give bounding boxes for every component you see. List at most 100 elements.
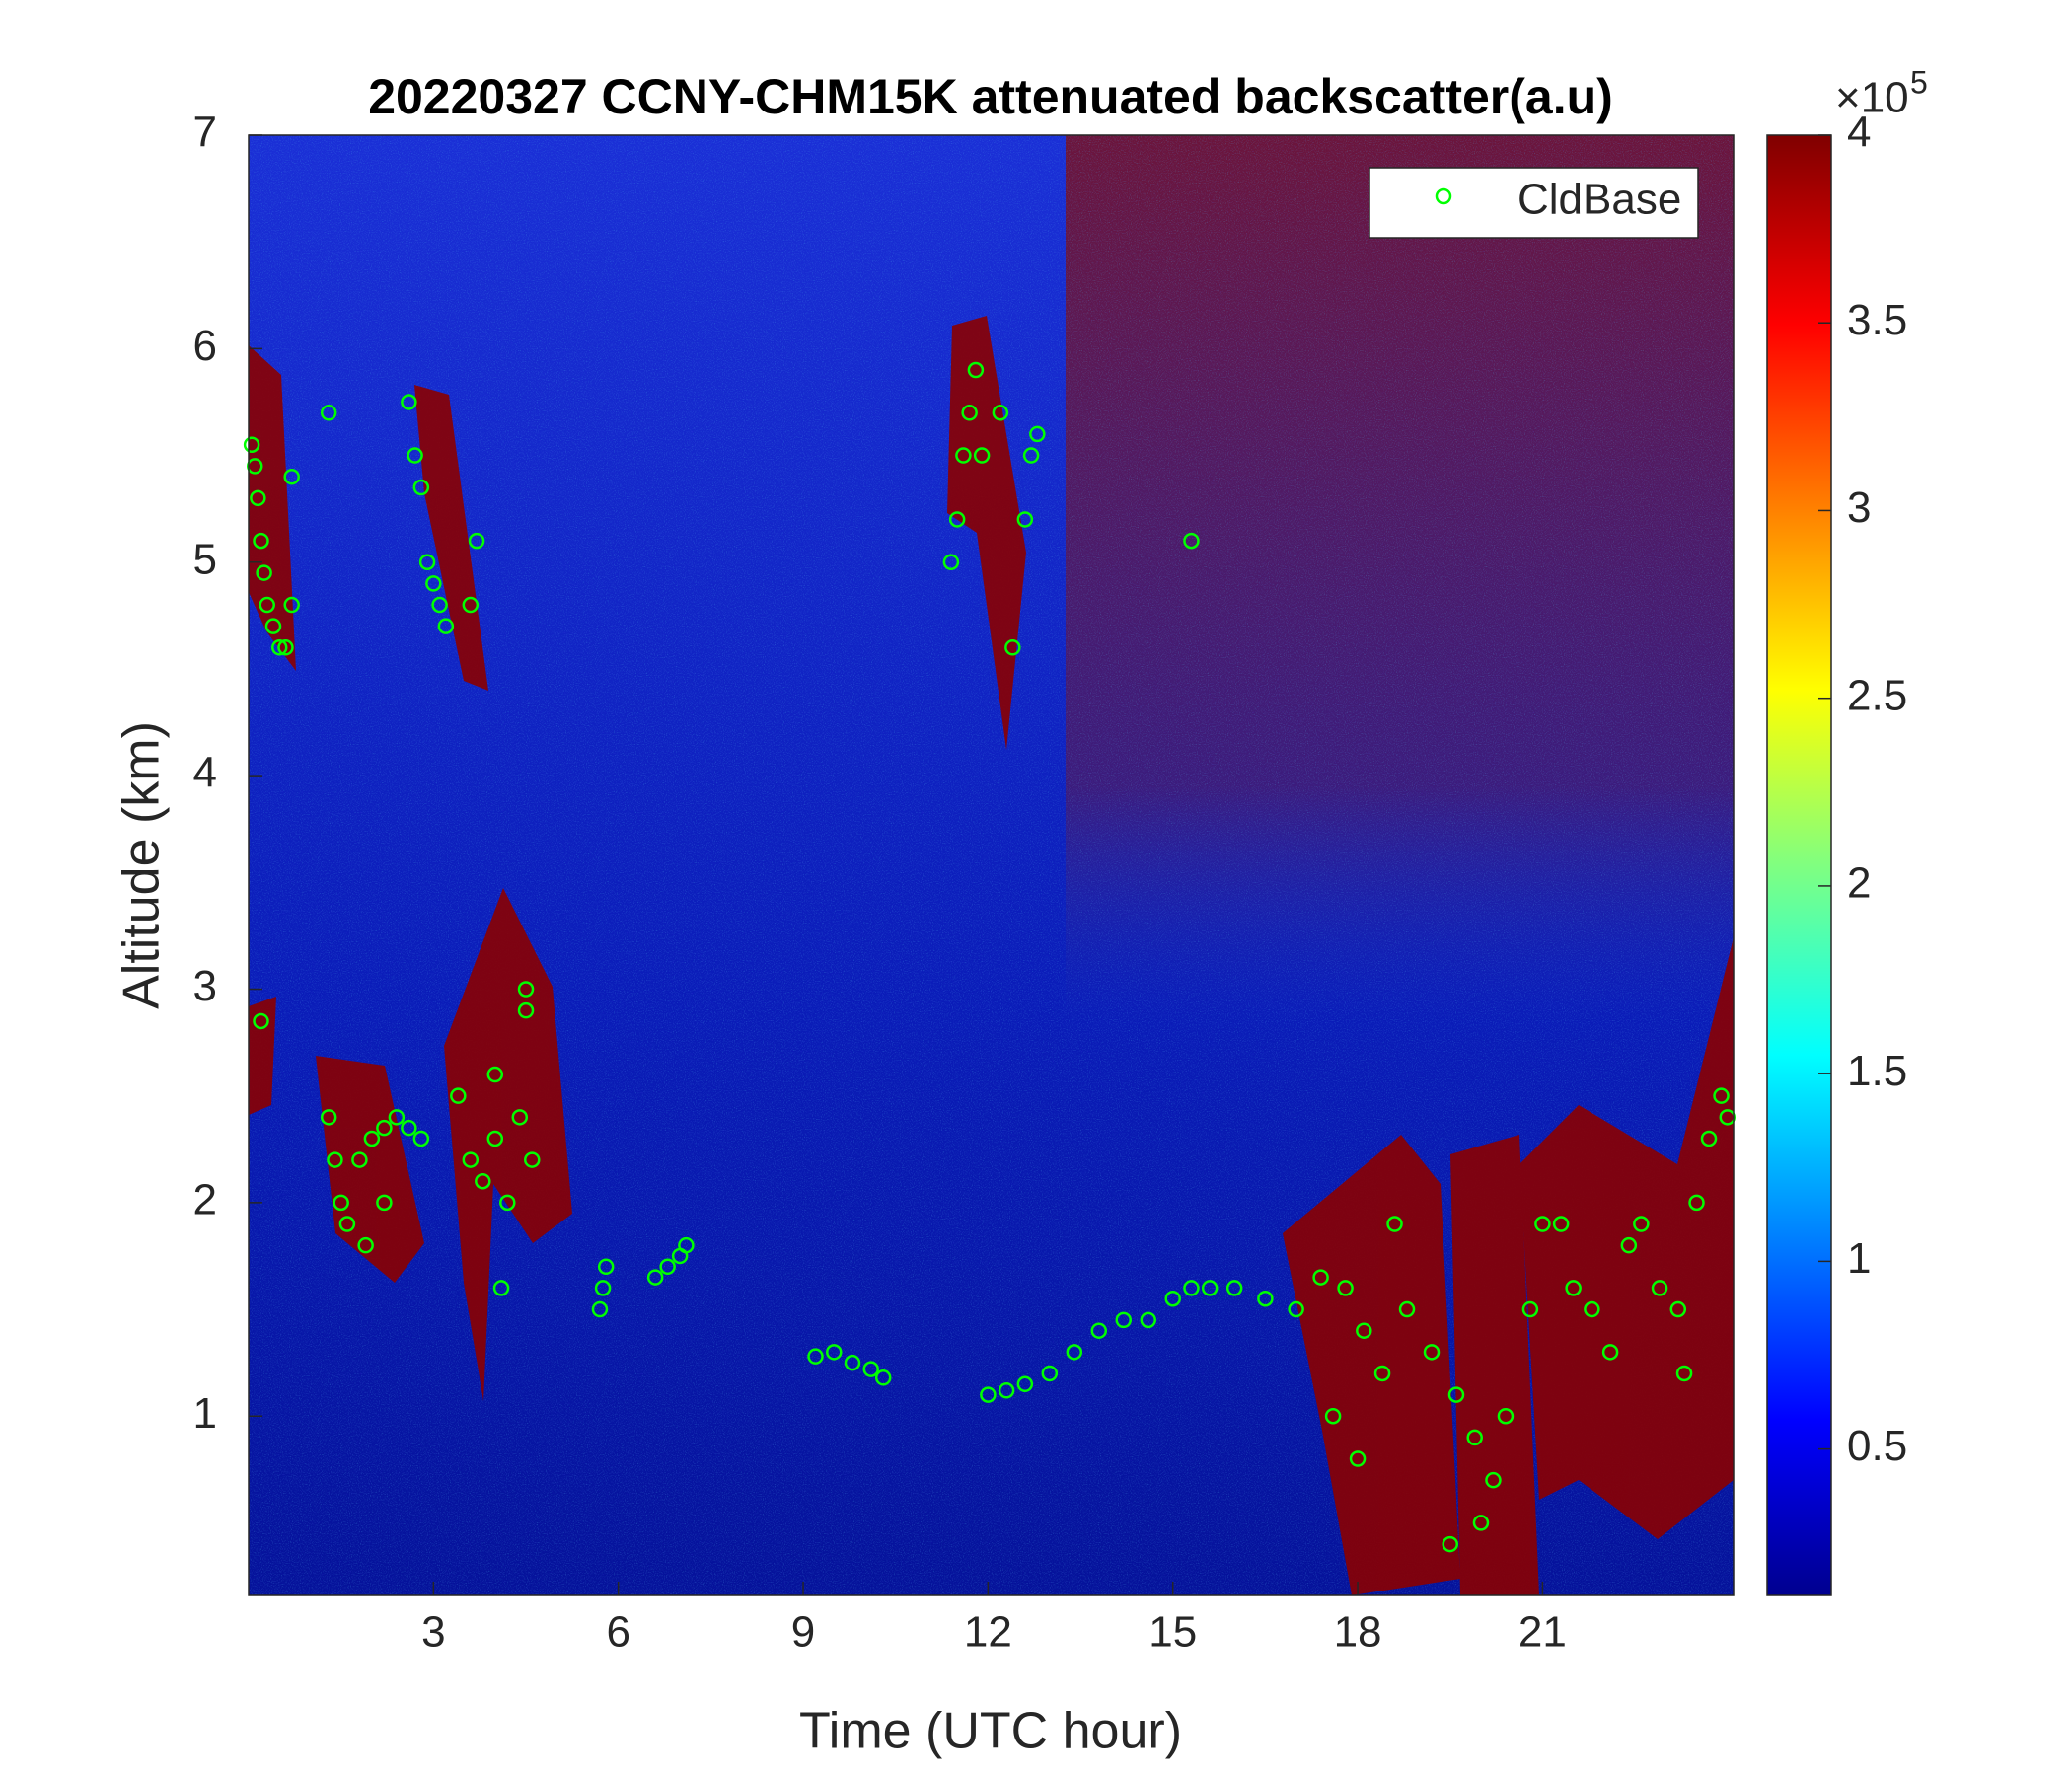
cloud-base-point	[412, 1130, 430, 1147]
cloud-base-point	[1584, 1300, 1600, 1318]
cloud-base-point	[259, 596, 275, 614]
cloud-base-point	[1620, 1236, 1638, 1254]
cloud-base-point	[955, 447, 972, 464]
colorbar-tick-label: 2.5	[1847, 671, 1907, 719]
x-tick-label: 15	[1148, 1608, 1197, 1657]
y-axis-label: Altitude (km)	[113, 721, 171, 1009]
cloud-base-point	[844, 1354, 861, 1371]
cloud-base-point	[1288, 1300, 1304, 1318]
cloud-base-point	[1373, 1365, 1391, 1382]
cloud-base-point	[499, 1194, 516, 1212]
cloud-base-point	[376, 1194, 393, 1212]
colorbar-tick-label: 0.5	[1847, 1422, 1907, 1470]
cloud-base-point	[1633, 1216, 1650, 1232]
cloud-base-point	[1565, 1280, 1582, 1296]
cloud-base-point	[333, 1194, 349, 1212]
cloud-base-point	[591, 1300, 609, 1318]
cloud-base-point	[1447, 1386, 1465, 1403]
cloud-base-point	[1552, 1216, 1570, 1232]
cloud-base-point	[1225, 1280, 1243, 1296]
cloud-base-point	[826, 1344, 843, 1361]
cloud-base-point	[874, 1369, 892, 1386]
cloud-base-point	[1398, 1300, 1416, 1318]
cloud-base-point	[388, 1109, 406, 1126]
cloud-base-point	[1423, 1344, 1441, 1361]
cloud-base-point	[1669, 1300, 1687, 1318]
cloud-base-point	[967, 361, 985, 379]
cloud-base-point	[1022, 447, 1040, 464]
cloud-base-point	[338, 1216, 356, 1232]
cloud-base-point	[253, 532, 269, 550]
plot-frame	[248, 134, 1735, 1596]
x-tick-label: 9	[791, 1608, 815, 1657]
cloud-base-point	[401, 1119, 417, 1137]
y-tick-label: 2	[193, 1175, 217, 1223]
backscatter-field	[249, 135, 1734, 1595]
legend-box	[1369, 167, 1699, 239]
cloud-base-point	[1700, 1130, 1718, 1147]
cloud-base-point	[1497, 1407, 1515, 1425]
y-tick-label: 6	[193, 322, 217, 370]
cloud-base-point	[486, 1130, 504, 1147]
cloud-base-point	[468, 532, 485, 550]
cloud-base-point	[1016, 1375, 1034, 1393]
legend-marker	[1435, 187, 1452, 205]
cloud-base-point	[462, 1151, 480, 1168]
cloud-base-point	[862, 1361, 879, 1377]
cloud-base-point	[437, 618, 455, 634]
cloud-base-point	[1257, 1290, 1274, 1307]
cloud-base-point	[1029, 425, 1046, 443]
cloud-base-point	[1688, 1194, 1705, 1212]
cloud-base-point	[1183, 532, 1200, 550]
cloud-base-point	[980, 1386, 997, 1403]
cloud-base-point	[283, 596, 300, 614]
cloud-base-point	[1601, 1344, 1619, 1361]
cloud-base-point	[807, 1348, 824, 1365]
cloud-base-point	[1651, 1280, 1668, 1296]
y-tick-label: 7	[193, 109, 217, 157]
cloud-base-point	[594, 1280, 612, 1296]
cloud-base-point	[1337, 1280, 1354, 1296]
cloud-base-point	[1349, 1450, 1367, 1467]
cloud-base-point	[264, 618, 282, 634]
cloud-base-point	[256, 564, 272, 581]
x-tick-label: 18	[1334, 1608, 1382, 1657]
cloud-base-point	[450, 1087, 467, 1104]
cloud-base-point	[524, 1151, 541, 1168]
cloud-base-point	[401, 394, 417, 410]
cloud-base-point	[517, 981, 535, 998]
cloud-base-point	[1324, 1407, 1342, 1425]
cloud-base-point	[253, 1012, 269, 1030]
cloud-base-point	[1719, 1109, 1737, 1126]
cloud-base-point	[492, 1280, 510, 1296]
cloud-base-point	[327, 1151, 343, 1168]
y-tick-label: 4	[193, 749, 217, 797]
x-tick-label: 12	[964, 1608, 1012, 1657]
cloud-base-point	[407, 447, 423, 464]
colorbar-tick-label: 3.5	[1847, 296, 1907, 344]
cloud-base-point	[320, 1109, 337, 1126]
cloud-base-point	[1356, 1322, 1372, 1339]
cloud-base-point	[425, 575, 442, 592]
cloud-base-point	[1534, 1216, 1551, 1232]
cloud-base-point	[1442, 1535, 1458, 1553]
cloud-base-point	[1201, 1280, 1219, 1296]
cloud-base-point	[1713, 1087, 1730, 1104]
cloud-base-point	[646, 1269, 664, 1286]
plot-area	[243, 361, 1737, 1553]
y-tick-label: 5	[193, 535, 217, 583]
x-tick-label: 3	[421, 1608, 445, 1657]
cloud-base-point	[1485, 1471, 1502, 1489]
colorbar-tick-label: 1.5	[1847, 1047, 1907, 1095]
x-axis-label: Time (UTC hour)	[799, 1703, 1182, 1760]
cloud-base-point	[998, 1382, 1015, 1399]
cloud-base-point	[1115, 1311, 1133, 1329]
cloud-base-point	[1016, 511, 1034, 528]
legend-label: CldBase	[1517, 176, 1681, 224]
cloud-base-point	[363, 1130, 381, 1147]
cloud-base-point	[678, 1236, 695, 1254]
cloud-base-point	[1386, 1216, 1403, 1232]
cloud-base-point	[351, 1151, 368, 1168]
